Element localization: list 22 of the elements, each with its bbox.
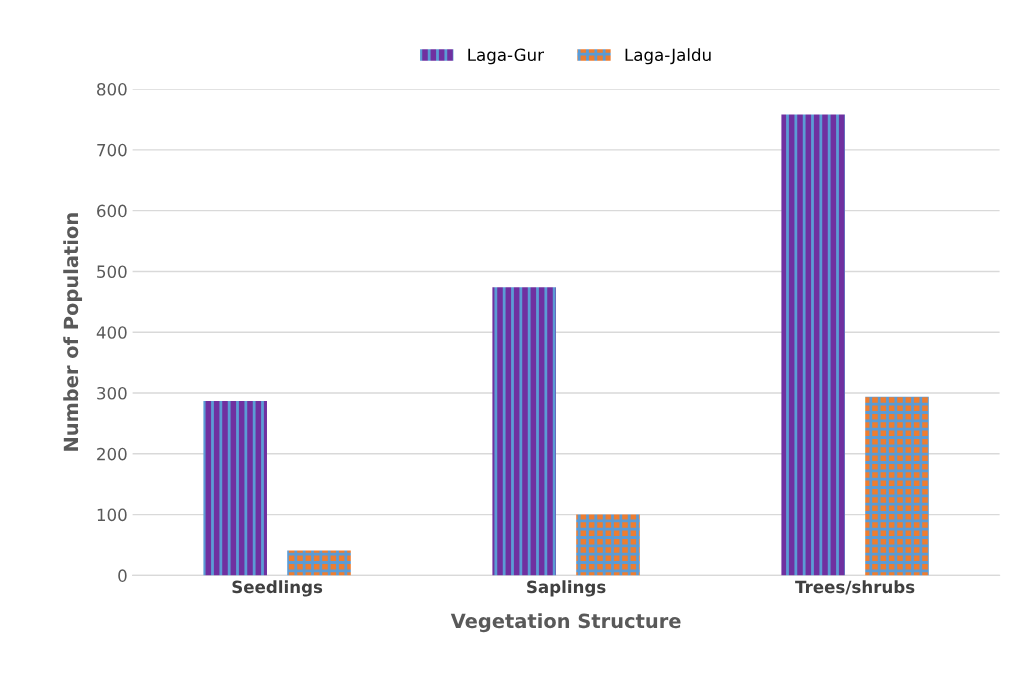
- legend-label: Laga-Gur: [468, 48, 544, 65]
- y-tick-label: 200: [97, 447, 127, 461]
- y-tick-label: 700: [97, 143, 127, 157]
- y-tick-label: 300: [97, 386, 127, 400]
- bar: [492, 287, 556, 576]
- x-axis-title: Vegetation Structure: [450, 613, 681, 633]
- y-tick-label: 500: [97, 265, 127, 278]
- bar: [576, 514, 640, 576]
- bar: [865, 396, 929, 576]
- bar: [781, 114, 845, 576]
- bar: [287, 550, 351, 576]
- legend-label: Laga-Jaldu: [625, 48, 711, 65]
- y-axis-title: Number of Population: [63, 213, 83, 451]
- y-tick-label: 0: [118, 569, 127, 582]
- x-tick-label: Saplings: [527, 580, 606, 597]
- y-tick-label: 100: [97, 508, 127, 522]
- y-tick-label: 600: [97, 204, 127, 218]
- x-tick-label: Seedlings: [232, 580, 323, 597]
- bar: [203, 400, 267, 576]
- y-tick-label: 400: [96, 326, 127, 339]
- y-tick-label: 800: [97, 83, 127, 96]
- x-tick-label: Trees/shrubs: [795, 580, 915, 595]
